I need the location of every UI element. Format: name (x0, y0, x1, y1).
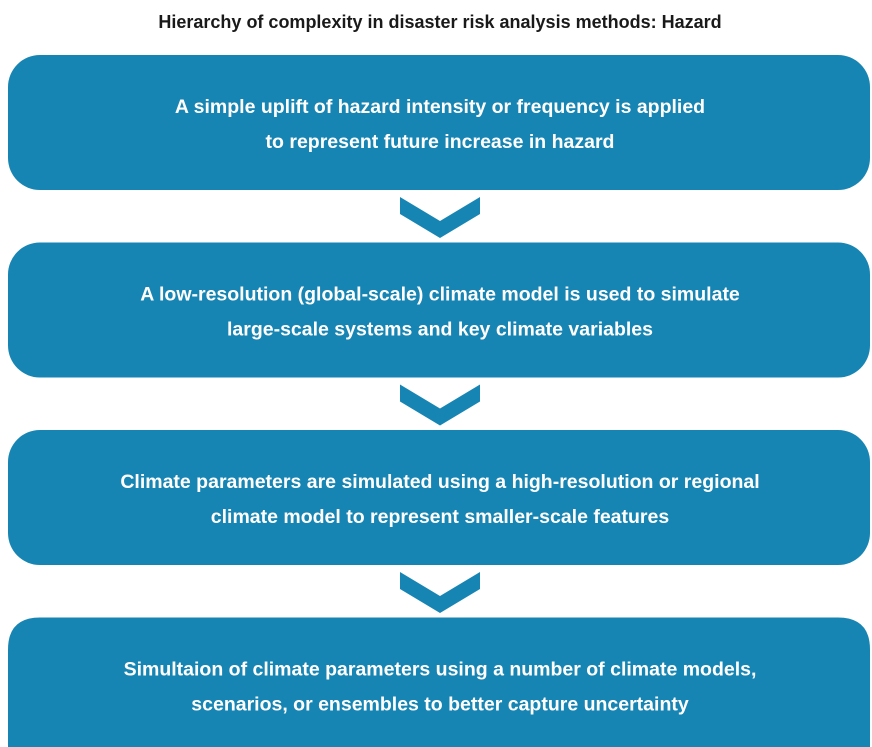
step-text: A simple uplift of hazard intensity or f… (175, 96, 705, 118)
step-text: climate model to represent smaller-scale… (211, 506, 670, 528)
chevron-arrow (400, 384, 480, 426)
step-text: Simultaion of climate parameters using a… (124, 659, 757, 681)
step-text: scenarios, or ensembles to better captur… (191, 694, 689, 716)
chevron-arrow (400, 197, 480, 238)
step-box (8, 430, 870, 565)
chevron-arrow (400, 572, 480, 613)
step-text: A low-resolution (global-scale) climate … (140, 284, 740, 306)
step-box (8, 617, 870, 747)
step-text: Climate parameters are simulated using a… (120, 471, 759, 493)
step-box (8, 242, 870, 378)
diagram-title: Hierarchy of complexity in disaster risk… (158, 12, 721, 32)
step-text: to represent future increase in hazard (266, 131, 615, 153)
step-box (8, 55, 870, 190)
step-text: large-scale systems and key climate vari… (227, 319, 653, 341)
